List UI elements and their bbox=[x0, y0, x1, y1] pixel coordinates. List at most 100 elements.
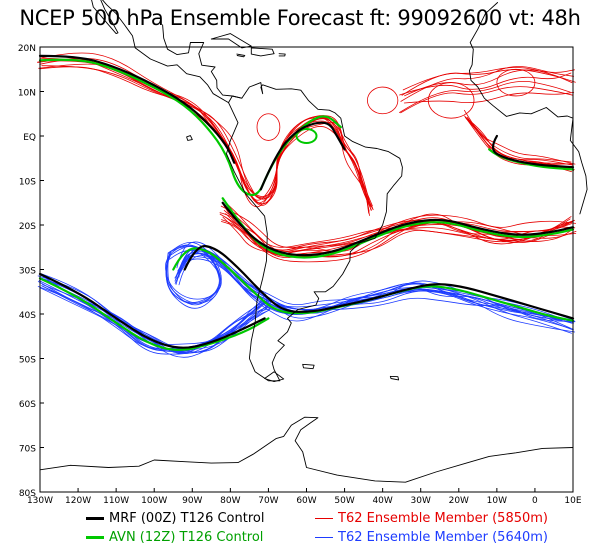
ensemble-5640-contour bbox=[39, 273, 269, 350]
ensemble-5850-contour bbox=[39, 66, 372, 211]
lat-tick-label: 80S bbox=[19, 489, 36, 499]
lon-tick-label: 20W bbox=[449, 496, 469, 506]
lat-tick-label: 10S bbox=[19, 178, 36, 188]
mrf-control-contour bbox=[183, 244, 575, 320]
mrf-control-contour bbox=[38, 272, 266, 349]
ensemble-5640-contour bbox=[177, 256, 574, 321]
lon-tick-label: 60W bbox=[296, 496, 316, 506]
legend-label-mrf: MRF (00Z) T126 Control bbox=[109, 511, 265, 526]
ensemble-5850-contour bbox=[465, 116, 572, 166]
lon-tick-label: 70W bbox=[258, 496, 278, 506]
ensemble-5850-contour bbox=[38, 63, 374, 211]
coast-central-america bbox=[162, 24, 243, 99]
legend-label-avn: AVN (12Z) T126 Control bbox=[109, 530, 264, 545]
legend-item-member-5850: T62 Ensemble Member (5850m) bbox=[315, 511, 548, 526]
coast-baja bbox=[91, 0, 119, 35]
legend-label-member-5850: T62 Ensemble Member (5850m) bbox=[338, 511, 548, 526]
lat-tick-label: 40S bbox=[19, 311, 36, 321]
ensemble-5640-contour bbox=[175, 247, 576, 323]
lon-tick-label: 90W bbox=[182, 496, 202, 506]
lon-tick-label: 120W bbox=[65, 496, 91, 506]
lon-tick-label: 130W bbox=[27, 496, 53, 506]
ensemble-5850-contour bbox=[464, 109, 574, 165]
ensemble-5850-contour bbox=[40, 57, 371, 206]
legend-label-member-5640: T62 Ensemble Member (5640m) bbox=[338, 530, 548, 545]
chart-title: NCEP 500 hPa Ensemble Forecast ft: 99092… bbox=[19, 6, 581, 30]
lon-tick-label: 10E bbox=[564, 496, 581, 506]
lat-tick-label: 50S bbox=[19, 356, 36, 366]
latitude-labels: 20N 10N EQ 10S 20S 30S 40S 50S 60S 70S 80S bbox=[18, 44, 44, 499]
ensemble-5850-contour bbox=[41, 65, 372, 211]
lon-tick-label: 50W bbox=[334, 496, 354, 506]
lon-tick-label: 80W bbox=[220, 496, 240, 506]
ensemble-5850-contour bbox=[403, 92, 575, 104]
lon-tick-label: 110W bbox=[103, 496, 129, 506]
avn-control-contour bbox=[221, 197, 575, 259]
coast-island bbox=[302, 363, 315, 370]
legend-swatch-member-5640 bbox=[315, 537, 333, 538]
ensemble-5640-contour bbox=[37, 275, 267, 358]
legend-item-mrf: MRF (00Z) T126 Control bbox=[86, 511, 264, 526]
coast-island bbox=[186, 135, 193, 141]
ensemble-5850-contour bbox=[400, 86, 574, 114]
coast-south-america bbox=[226, 82, 403, 382]
contour-layer bbox=[37, 52, 577, 358]
coast-central-america-pacific bbox=[101, 0, 229, 104]
ensemble-5850-contour bbox=[399, 72, 572, 96]
legend-swatch-mrf bbox=[86, 517, 104, 520]
coast-africa-northwest bbox=[468, 2, 574, 119]
ensemble-5640-contour bbox=[40, 277, 269, 349]
ensemble-5850-contour bbox=[39, 59, 370, 212]
lon-tick-label: 10W bbox=[487, 496, 507, 506]
ensemble-5850-contour bbox=[223, 204, 572, 253]
legend-swatch-avn bbox=[86, 536, 104, 539]
ensemble-5640-contour bbox=[39, 277, 270, 354]
ensemble-5850-closed-contour bbox=[367, 86, 399, 115]
coast-island bbox=[389, 375, 400, 381]
ensemble-5850-contour bbox=[37, 57, 370, 216]
ensemble-5850-closed-contour bbox=[496, 68, 536, 97]
avn-control-contour bbox=[38, 58, 342, 197]
ensemble-5640-contour bbox=[38, 273, 272, 355]
lat-tick-label: 60S bbox=[19, 400, 36, 410]
ensemble-5850-contour bbox=[399, 80, 571, 113]
longitude-labels: 130W 120W 110W 100W 90W 80W 70W 60W 50W 40W 30W 20W… bbox=[27, 488, 582, 506]
lon-tick-label: 30W bbox=[411, 496, 431, 506]
lat-tick-label: 10N bbox=[18, 89, 36, 99]
avn-control-closed-contour bbox=[295, 128, 318, 144]
lon-tick-label: 100W bbox=[141, 496, 167, 506]
ensemble-5640-contour bbox=[176, 241, 572, 334]
coast-caribbean-island bbox=[250, 47, 275, 57]
ensemble-5850-contour bbox=[464, 117, 576, 165]
ensemble-5850-contour bbox=[40, 60, 374, 209]
lat-tick-label: 20S bbox=[19, 222, 36, 232]
avn-control-contour bbox=[38, 277, 270, 351]
mrf-control-contour bbox=[259, 121, 346, 191]
ensemble-5640-contour bbox=[41, 278, 268, 352]
ensemble-5850-contour bbox=[222, 202, 571, 248]
lat-tick-label: 20N bbox=[18, 44, 36, 54]
lat-tick-label: 30S bbox=[19, 267, 36, 277]
ensemble-5640-contour bbox=[166, 241, 222, 309]
coast-caribbean-island bbox=[236, 53, 246, 58]
ensemble-5850-contour bbox=[41, 52, 370, 214]
coast-island bbox=[264, 371, 285, 383]
lat-tick-label: EQ bbox=[23, 133, 36, 143]
lon-tick-label: 0 bbox=[532, 496, 538, 506]
coastline-layer bbox=[39, 0, 588, 483]
lat-tick-label: 70S bbox=[19, 445, 36, 455]
ensemble-5850-contour bbox=[465, 117, 573, 166]
mrf-control-contour bbox=[38, 54, 236, 164]
ensemble-5850-closed-contour bbox=[427, 82, 475, 119]
lon-tick-label: 40W bbox=[372, 496, 392, 506]
coast-caribbean-island bbox=[278, 53, 286, 57]
legend-item-member-5640: T62 Ensemble Member (5640m) bbox=[315, 530, 548, 545]
ensemble-5850-contour bbox=[467, 118, 572, 163]
legend-item-avn: AVN (12Z) T126 Control bbox=[86, 530, 263, 545]
legend-swatch-member-5850 bbox=[315, 518, 333, 519]
mrf-control-contour bbox=[491, 134, 575, 169]
ensemble-5850-closed-contour bbox=[256, 113, 281, 141]
coast-antarctica bbox=[39, 416, 574, 483]
ensemble-5850-contour bbox=[401, 69, 576, 96]
coast-africa-west bbox=[569, 117, 588, 215]
